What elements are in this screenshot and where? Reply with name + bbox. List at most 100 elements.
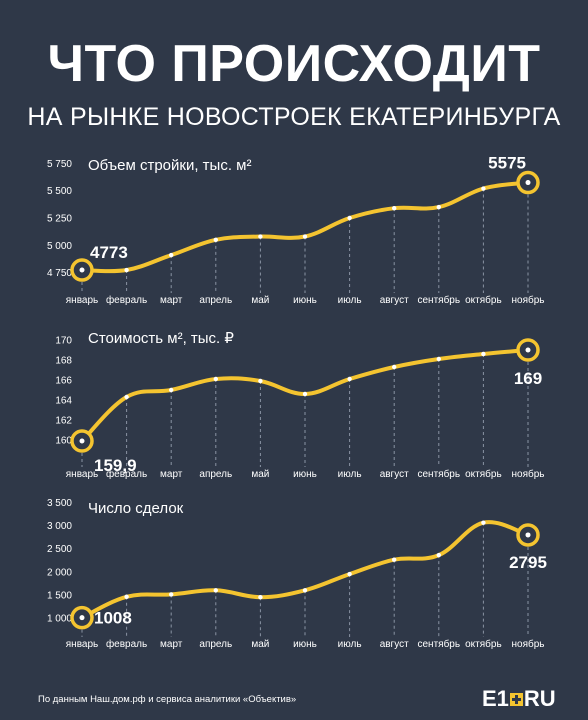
data-label: 4773: [90, 243, 128, 262]
data-point: [436, 356, 441, 362]
x-tick-label: апрель: [199, 469, 232, 480]
data-point: [392, 364, 397, 370]
highlight-dot: [79, 615, 85, 621]
data-point: [302, 588, 308, 593]
y-tick-label: 162: [55, 416, 72, 427]
data-point: [347, 571, 352, 577]
price-per-sqm-chart: 160 162 164 166 168 170 Стоимость м², тыс. ₽ ян…: [55, 330, 545, 480]
data-label: 2795: [509, 553, 547, 572]
data-point: [169, 387, 174, 393]
data-point: [213, 237, 218, 243]
x-tick-label: октябрь: [465, 638, 502, 650]
x-tick-label: сентябрь: [418, 294, 461, 306]
data-label: 169: [514, 369, 542, 388]
x-tick-label: январь: [66, 295, 98, 306]
data-label: 5575: [488, 154, 526, 173]
chart-title: Объем стройки, тыс. м²: [88, 157, 251, 174]
data-point: [124, 594, 129, 599]
data-label: 159,9: [94, 456, 137, 475]
data-point: [124, 394, 129, 400]
x-tick-label: январь: [66, 639, 98, 650]
data-point: [169, 252, 174, 258]
highlight-dot: [525, 347, 531, 353]
data-point: [392, 205, 397, 211]
data-point: [481, 186, 486, 191]
data-point: [347, 376, 352, 382]
x-tick-label: июнь: [293, 469, 317, 480]
x-tick-label: ноябрь: [512, 294, 545, 306]
y-tick-label: 164: [55, 396, 72, 407]
y-tick-label: 5 500: [47, 186, 72, 197]
page-title: ЧТО ПРОИСХОДИТ: [47, 35, 541, 93]
y-tick-label: 1 500: [47, 590, 72, 601]
series-line: [80, 180, 530, 274]
chart-title: Стоимость м², тыс. ₽: [88, 330, 234, 347]
x-tick-label: апрель: [199, 639, 232, 650]
x-tick-label: май: [251, 639, 269, 650]
highlight-dot: [79, 438, 85, 444]
data-point: [258, 595, 263, 600]
y-tick-label: 4 750: [47, 268, 72, 279]
x-tick-label: июль: [338, 639, 362, 650]
y-tick-label: 170: [55, 336, 72, 347]
data-point: [213, 588, 218, 593]
x-tick-label: октябрь: [465, 294, 502, 306]
x-tick-label: сентябрь: [418, 638, 461, 650]
y-tick-label: 2 500: [47, 544, 72, 555]
x-tick-label: ноябрь: [512, 468, 545, 480]
x-tick-label: июль: [338, 469, 362, 480]
construction-volume-chart: 4 750 5 000 5 250 5 500 5 750 Объем стройки, …: [47, 154, 545, 306]
deals-count-chart: 1 000 1 500 2 000 2 500 3 000 3 500 Число сдел…: [47, 498, 547, 650]
highlight-dot: [525, 180, 531, 186]
data-point: [481, 351, 486, 357]
x-tick-label: ноябрь: [512, 638, 545, 650]
x-tick-label: август: [380, 469, 409, 480]
data-point: [436, 552, 441, 558]
logo-text-left: E1: [482, 686, 509, 711]
x-tick-label: март: [160, 295, 183, 306]
e1-logo: E1 RU: [482, 688, 556, 710]
data-point: [169, 592, 174, 597]
x-tick-label: март: [160, 469, 183, 480]
y-tick-label: 1 000: [47, 614, 72, 625]
y-tick-label: 3 500: [47, 498, 72, 509]
x-tick-label: июнь: [293, 295, 317, 306]
data-point: [213, 376, 218, 382]
page-subtitle: НА РЫНКЕ НОВОСТРОЕК ЕКАТЕРИНБУРГА: [27, 103, 561, 131]
x-tick-label: февраль: [106, 638, 147, 650]
x-tick-label: апрель: [199, 295, 232, 306]
x-tick-label: январь: [66, 469, 98, 480]
x-tick-label: июль: [338, 295, 362, 306]
y-tick-label: 2 000: [47, 567, 72, 578]
data-point: [124, 267, 129, 273]
x-tick-label: июнь: [293, 639, 317, 650]
x-tick-label: февраль: [106, 294, 147, 306]
data-point: [481, 520, 486, 525]
x-tick-label: март: [160, 639, 183, 650]
logo-plus-icon: [509, 692, 523, 706]
data-point: [302, 391, 308, 397]
y-tick-label: 5 000: [47, 241, 72, 252]
x-tick-label: август: [380, 295, 409, 306]
y-tick-label: 5 250: [47, 214, 72, 225]
data-point: [347, 215, 352, 221]
data-point: [302, 234, 308, 239]
chart-title: Число сделок: [88, 500, 184, 517]
y-tick-label: 160: [55, 436, 72, 447]
x-tick-label: сентябрь: [418, 468, 461, 480]
x-tick-label: август: [380, 639, 409, 650]
y-tick-label: 166: [55, 376, 72, 387]
data-point: [436, 204, 441, 210]
x-tick-label: октябрь: [465, 468, 502, 480]
data-label: 1008: [94, 609, 132, 628]
data-point: [258, 234, 263, 239]
highlight-dot: [79, 267, 85, 273]
y-tick-label: 5 750: [47, 159, 72, 170]
highlight-dot: [525, 532, 531, 538]
x-tick-label: февраль: [106, 468, 147, 480]
y-tick-label: 3 000: [47, 521, 72, 532]
y-tick-label: 168: [55, 356, 72, 367]
x-tick-label: май: [251, 469, 269, 480]
data-point: [392, 557, 397, 562]
source-note: По данным Наш.дом.рф и сервиса аналитики…: [38, 694, 297, 705]
